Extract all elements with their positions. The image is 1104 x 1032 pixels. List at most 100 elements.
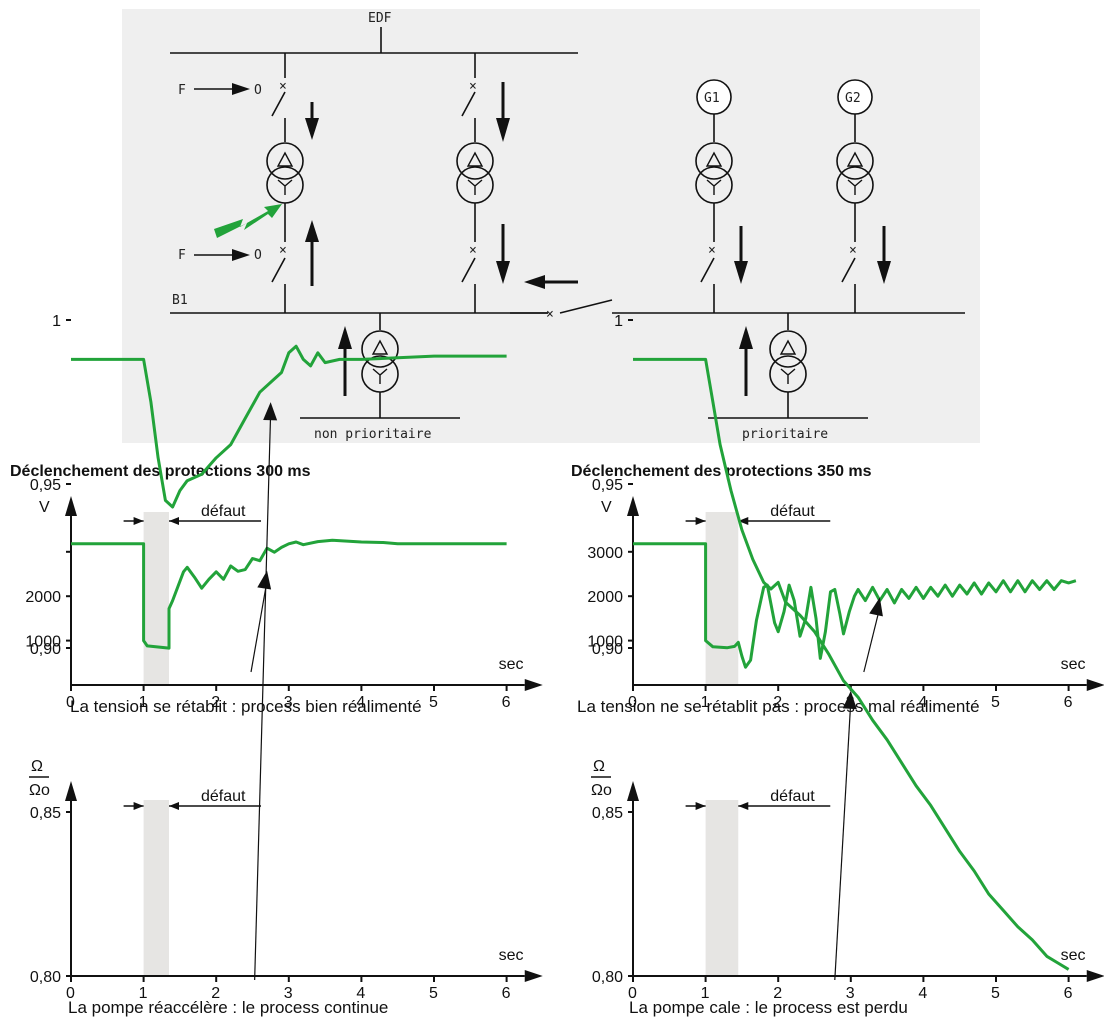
- svg-text:×: ×: [469, 243, 477, 258]
- y-tick-label: 2000: [587, 589, 623, 606]
- arrow-left-icon: [169, 517, 180, 525]
- x-tick-label: 5: [429, 985, 438, 1002]
- y-tick-label: 0,95: [30, 477, 61, 494]
- annotation-arrow-icon: [257, 570, 272, 590]
- svg-text:×: ×: [546, 307, 554, 322]
- non-priority-load: non prioritaire: [300, 313, 460, 442]
- svg-text:×: ×: [708, 243, 716, 258]
- x-tick-label: 1: [139, 694, 148, 711]
- svg-text:O: O: [254, 248, 262, 263]
- y-axis-arrow-icon: [65, 781, 77, 801]
- y-tick-label: 0,90: [30, 641, 61, 658]
- y-axis-arrow-icon: [65, 496, 77, 516]
- x-tick-label: 2: [773, 985, 782, 1002]
- edf-label: EDF: [368, 11, 392, 26]
- chart-caption: La pompe réaccélère : le process continu…: [68, 998, 388, 1017]
- x-axis-arrow-icon: [524, 970, 543, 982]
- x-tick-label: 0: [628, 694, 637, 711]
- svg-text:prioritaire: prioritaire: [742, 427, 828, 442]
- x-unit-label: sec: [499, 947, 524, 964]
- arrow-right-icon: [695, 517, 706, 525]
- y-tick-label: 0,95: [592, 477, 623, 494]
- fault-label: défaut: [770, 788, 815, 805]
- y-tick-label: 0,85: [30, 805, 61, 822]
- x-tick-label: 0: [628, 985, 637, 1002]
- arrow-right-icon: [695, 802, 706, 810]
- x-axis-arrow-icon: [1086, 970, 1104, 982]
- y-tick-label: 3000: [587, 545, 623, 562]
- y-axis-label: V: [39, 499, 50, 516]
- x-tick-label: 0: [66, 694, 75, 711]
- arrow-down-icon: [496, 224, 510, 284]
- svg-text:G1: G1: [704, 91, 720, 106]
- x-tick-label: 5: [991, 694, 1000, 711]
- arrow-down-icon: [305, 102, 319, 140]
- annotation-line: [834, 700, 852, 981]
- transformer-primary-icon: [456, 142, 494, 180]
- feeder-2: × ×: [456, 53, 494, 313]
- data-curve: [633, 542, 1077, 669]
- y-axis-label-numerator: Ω: [593, 758, 605, 775]
- x-tick-label: 1: [701, 694, 710, 711]
- generator-g1: G1 ×: [695, 79, 733, 313]
- diagram-background: [122, 9, 980, 443]
- svg-text:×: ×: [279, 243, 287, 258]
- trip-command-upper: F O: [178, 83, 262, 98]
- arrow-left-icon: [738, 802, 749, 810]
- x-tick-label: 2: [211, 985, 220, 1002]
- fault-label: défaut: [201, 503, 246, 520]
- x-tick-label: 4: [918, 694, 927, 711]
- arrow-up-icon: [338, 326, 352, 396]
- chart-3: 0 1 2 3 4 5 6 sec 1 0,95 0,90 0,85 0,80 Ω Ωo défaut La p…: [29, 313, 543, 1017]
- y-axis-label: V: [601, 499, 612, 516]
- y-tick-label: 0,85: [592, 805, 623, 822]
- fault-band: [705, 800, 739, 976]
- x-tick-label: 0: [66, 985, 75, 1002]
- arrow-down-icon: [877, 226, 891, 284]
- data-curve: [71, 538, 507, 650]
- y-tick-label: 1: [52, 313, 61, 330]
- b1-label: B1: [172, 293, 188, 308]
- y-tick-label: 0,80: [592, 969, 623, 986]
- arrow-left-icon: [738, 517, 749, 525]
- arrow-down-icon: [496, 82, 510, 142]
- arrow-right-icon: [133, 517, 144, 525]
- x-tick-label: 6: [502, 694, 511, 711]
- chart-caption: La tension ne se rétablit pas : process …: [577, 697, 980, 716]
- fault-lightning-icon: [214, 204, 282, 238]
- chart-1: 0 1 2 3 4 5 6 sec 2000 1000 V défaut La tension se r…: [25, 496, 543, 716]
- transformer-primary-icon: [266, 142, 304, 180]
- x-tick-label: 5: [429, 694, 438, 711]
- x-axis-arrow-icon: [1086, 679, 1104, 691]
- x-tick-label: 2: [773, 694, 782, 711]
- y-axis-label-numerator: Ω: [31, 758, 43, 775]
- y-axis-label-denominator: Ωo: [591, 782, 612, 799]
- arrow-left-icon: [169, 802, 180, 810]
- svg-text:O: O: [254, 83, 262, 98]
- chart-caption: La pompe cale : le process est perdu: [629, 998, 908, 1017]
- chart-title-right: Déclenchement des protections 350 ms: [571, 463, 872, 480]
- annotation-arrow-icon: [263, 402, 278, 421]
- annotation-arrow-icon: [842, 690, 857, 710]
- x-tick-label: 3: [846, 985, 855, 1002]
- single-line-diagram: EDF B1 × × ×: [122, 9, 980, 443]
- svg-text:F: F: [178, 83, 186, 98]
- y-tick-label: 0,90: [592, 641, 623, 658]
- x-tick-label: 3: [284, 985, 293, 1002]
- x-tick-label: 4: [918, 985, 927, 1002]
- y-tick-label: 0,80: [30, 969, 61, 986]
- bus-tie-breaker: ×: [510, 299, 613, 322]
- svg-text:×: ×: [469, 79, 477, 94]
- transformer-primary-icon: [836, 142, 874, 180]
- svg-text:×: ×: [849, 243, 857, 258]
- transformer-primary-icon: [769, 330, 807, 368]
- x-tick-label: 2: [211, 694, 220, 711]
- fault-band: [143, 512, 170, 685]
- priority-load: prioritaire: [708, 313, 868, 442]
- annotation-line: [250, 580, 268, 673]
- arrow-up-icon: [305, 220, 319, 286]
- fault-label: défaut: [201, 788, 246, 805]
- x-tick-label: 6: [1064, 985, 1073, 1002]
